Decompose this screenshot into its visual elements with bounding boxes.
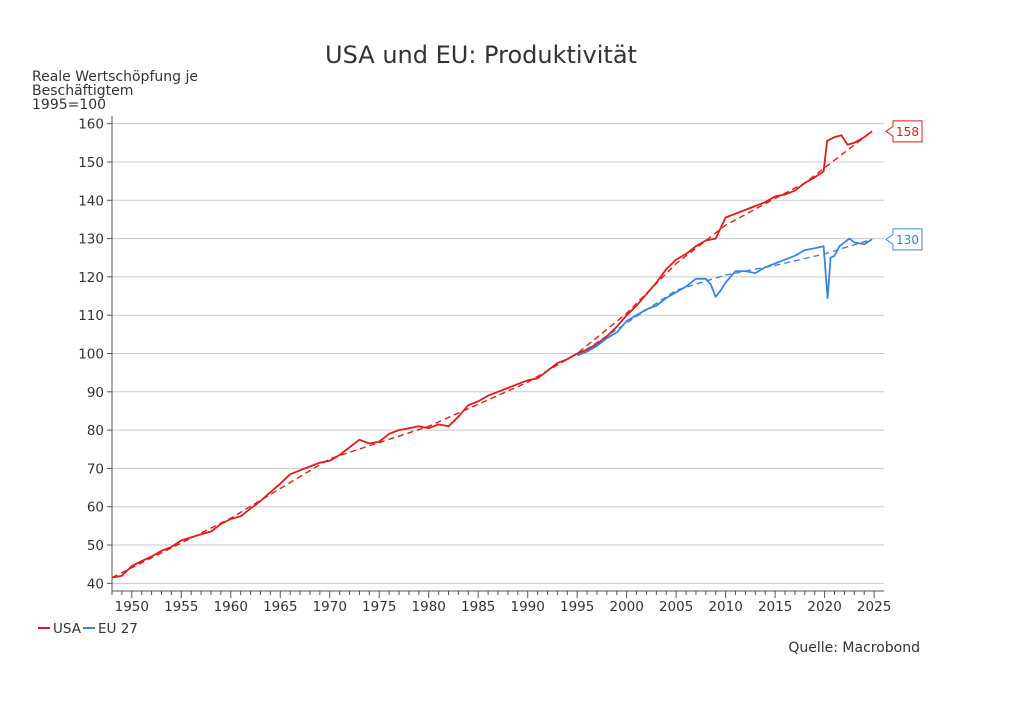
y-tick-label-70: 70: [87, 461, 104, 477]
y-tick-label-100: 100: [78, 347, 104, 363]
x-tick-label-1975: 1975: [362, 599, 396, 615]
end-callout-label-usa: 158: [896, 125, 919, 139]
y-tick-label-140: 140: [78, 193, 104, 209]
y-tick-label-60: 60: [87, 500, 104, 516]
trend-line-usa: [111, 130, 873, 579]
x-tick-label-1980: 1980: [412, 599, 446, 615]
axes: [107, 116, 884, 598]
trend-lines: [111, 130, 873, 579]
x-tick-label-2005: 2005: [659, 599, 693, 615]
y-tick-label-150: 150: [78, 155, 104, 171]
y-tick-labels: 40 50 60 70 80 90 100 110 120 130 140 150 160: [78, 117, 104, 593]
chart-title: USA und EU: Produktivität: [325, 41, 637, 69]
x-tick-label-1970: 1970: [313, 599, 347, 615]
x-tick-label-1990: 1990: [511, 599, 545, 615]
legend-label-eu27: EU 27: [98, 621, 138, 637]
x-tick-labels: 1950 1955 1960 1965 1970 1975 1980 1985 1990 1995…: [115, 599, 892, 615]
gridlines: [112, 123, 884, 584]
x-tick-label-2020: 2020: [807, 599, 841, 615]
x-tick-label-2000: 2000: [609, 599, 643, 615]
series-line-usa: [111, 130, 873, 579]
x-tick-label-1995: 1995: [560, 599, 594, 615]
end-callout-usa: [885, 120, 923, 143]
y-axis-label-line-1: Reale Wertschöpfung je: [32, 69, 198, 85]
x-tick-label-1955: 1955: [164, 599, 198, 615]
x-tick-label-1985: 1985: [461, 599, 495, 615]
y-tick-label-80: 80: [87, 423, 104, 439]
y-tick-label-40: 40: [87, 576, 104, 592]
x-tick-label-2015: 2015: [758, 599, 792, 615]
y-axis-label-line-3: 1995=100: [32, 97, 106, 113]
y-tick-label-130: 130: [78, 232, 104, 248]
source-note: Quelle: Macrobond: [788, 640, 920, 656]
y-tick-label-90: 90: [87, 385, 104, 401]
y-tick-label-160: 160: [78, 117, 104, 133]
legend: USA EU 27: [38, 621, 138, 637]
x-tick-label-2010: 2010: [708, 599, 742, 615]
y-tick-label-50: 50: [87, 538, 104, 554]
end-value-callouts: 158 130: [885, 120, 923, 251]
x-tick-label-1950: 1950: [115, 599, 149, 615]
end-callout-eu27: [885, 228, 923, 251]
y-axis-label-line-2: Beschäftigtem: [32, 83, 133, 99]
end-callout-label-eu27: 130: [896, 233, 919, 247]
x-tick-label-1965: 1965: [263, 599, 297, 615]
y-tick-label-120: 120: [78, 270, 104, 286]
legend-label-usa: USA: [53, 621, 82, 637]
series-lines: [111, 130, 873, 579]
y-tick-label-110: 110: [78, 308, 104, 324]
series-line-eu27: [576, 237, 873, 357]
x-tick-label-2025: 2025: [857, 599, 891, 615]
x-tick-label-1960: 1960: [214, 599, 248, 615]
